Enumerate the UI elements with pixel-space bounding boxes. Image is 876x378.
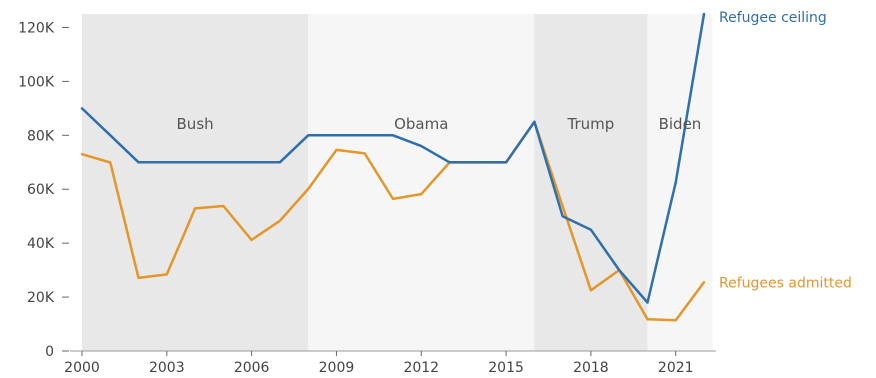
era-band-biden — [647, 14, 713, 351]
series-line-refugees-admitted — [80, 120, 706, 322]
y-tick-label: 80K — [27, 128, 55, 144]
era-label-bush: Bush — [177, 115, 214, 133]
era-label-obama: Obama — [394, 115, 448, 133]
series-lines — [80, 12, 706, 322]
x-tick-label: 2000 — [64, 360, 100, 374]
x-tick-label: 2012 — [403, 360, 439, 374]
x-tick-label: 2003 — [149, 360, 185, 374]
era-label-biden: Biden — [659, 115, 702, 133]
series-label-refugees-admitted: Refugees admitted — [719, 275, 852, 291]
axes: 0 20K 40K 60K 80K 100K 120K 2000 2003 2006 2009 201… — [18, 20, 716, 376]
y-tick-label: 100K — [18, 74, 55, 90]
series-line-refugee-ceiling — [80, 12, 706, 304]
x-tick-label: 2006 — [234, 360, 270, 374]
y-tick-label: 120K — [18, 20, 55, 36]
y-tick-label: 0 — [45, 344, 54, 360]
x-tick-label: 2018 — [573, 360, 609, 374]
labels: Bush Obama Trump Biden Refugee ceiling Refuge… — [177, 10, 852, 291]
era-label-trump: Trump — [567, 115, 615, 133]
era-band-bush — [82, 14, 309, 351]
x-tick-label: 2009 — [319, 360, 355, 374]
x-tick-label: 2015 — [488, 360, 524, 374]
x-tick-label: 2021 — [658, 360, 694, 374]
series-label-refugee-ceiling: Refugee ceiling — [719, 10, 827, 26]
y-tick-label: 20K — [27, 290, 55, 306]
y-tick-label: 40K — [27, 236, 55, 252]
era-bands — [82, 14, 713, 351]
era-band-obama — [308, 14, 535, 351]
y-tick-label: 60K — [27, 182, 55, 198]
